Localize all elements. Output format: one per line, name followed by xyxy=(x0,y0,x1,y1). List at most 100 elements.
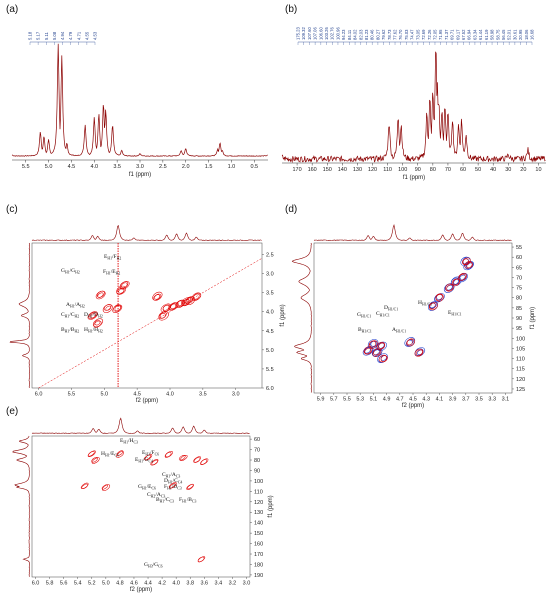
panel-c-y-tick-label: 4.5 xyxy=(266,329,274,335)
panel-e-y-tick-label: 110 xyxy=(254,489,263,495)
panel-c-contour xyxy=(112,304,123,313)
panel-e-annotation: EH2/FC6 xyxy=(142,450,159,457)
panel-d-red-contour xyxy=(435,293,444,302)
panel-b-peak-label: 81.23 xyxy=(364,29,369,40)
panel-c-annotation: HH1/HH2 xyxy=(84,327,103,334)
panel-c-x-title: f2 (ppm) xyxy=(136,398,158,404)
panel-c-contour xyxy=(159,313,166,319)
panel-e-x-tick-label: 5.6 xyxy=(60,581,68,587)
panel-c-y-tick-label: 5.0 xyxy=(266,348,274,354)
panel-a-x-tick-label: 2.5 xyxy=(159,164,167,170)
panel-a-x-tick-label: 5.5 xyxy=(22,164,30,170)
panel-e-contour xyxy=(91,457,100,464)
panel-c-annotation: GH1/GH2 xyxy=(61,268,80,275)
panel-e-y-tick-label: 170 xyxy=(254,552,263,558)
panel-label-a: (a) xyxy=(6,4,18,15)
panel-e-y-tick-label: 90 xyxy=(254,468,260,474)
panel-d-annotation: HH1/C1 xyxy=(418,300,432,307)
panel-c-contour xyxy=(121,282,128,289)
panel-d-red-contour xyxy=(462,258,469,265)
panel-d-annotation: BH1/C1 xyxy=(358,327,372,334)
panel-b-x-tick-label: 60 xyxy=(460,167,466,173)
panel-b-peak-label: 80.27 xyxy=(375,29,380,40)
panel-d-red-contour xyxy=(406,339,414,346)
panel-b-peak-label: 84.02 xyxy=(353,29,358,40)
panel-e-x-tick-label: 3.4 xyxy=(215,581,223,587)
panel-a-peak-label: 5.11 xyxy=(44,31,49,40)
panel-d-y-title: f1 (ppm) xyxy=(530,307,536,329)
panel-d-x-tick-label: 5.9 xyxy=(317,397,325,403)
panel-c-contour xyxy=(185,296,196,305)
panel-b-peak-label: 94.23 xyxy=(341,29,346,40)
panel-d-red-contour xyxy=(414,348,424,357)
panel-c-contour xyxy=(95,290,106,300)
panel-a-x-tick-label: 1.0 xyxy=(228,164,236,170)
panel-d-x-tick-label: 4.5 xyxy=(409,397,417,403)
panel-c-contour xyxy=(96,290,105,298)
panel-b-peak-label: 52.01 xyxy=(507,29,512,40)
panel-b-peak-label: 75.03 xyxy=(404,29,409,40)
panel-c-contour xyxy=(168,302,179,311)
panel-d-red-contour xyxy=(435,294,443,301)
panel-d-y-tick-label: 65 xyxy=(516,265,522,271)
panel-c-x-tick-label: 3.0 xyxy=(232,392,240,398)
panel-c-contour xyxy=(87,311,98,320)
panel-b-x-title: f1 (ppm) xyxy=(403,175,425,181)
panel-b-peak-label: 56.45 xyxy=(501,29,506,40)
panel-e-annotation: DH1/CC4 xyxy=(164,478,182,485)
panel-d-y-tick-label: 90 xyxy=(516,316,522,322)
panel-b-x-tick-label: 110 xyxy=(383,167,392,173)
panel-b-x-tick-label: 50 xyxy=(475,167,481,173)
panel-a-peak-label: 4.94 xyxy=(60,31,65,40)
panel-b-x-tick-label: 120 xyxy=(368,167,377,173)
panel-b-peak-label: 78.73 xyxy=(387,29,392,40)
panel-c-contour xyxy=(88,312,97,320)
panel-b-peak-label: 74.47 xyxy=(410,29,415,40)
panel-d-y-tick-label: 80 xyxy=(516,296,522,302)
panel-e-contour xyxy=(88,451,95,457)
panel-b-peak-label: 107.60 xyxy=(307,27,312,40)
panel-e-top-projection xyxy=(31,417,250,434)
panel-d-red-contour xyxy=(380,355,388,362)
panel-e-contour xyxy=(187,484,194,490)
panel-b-peak-label: 100.96 xyxy=(335,27,340,40)
panel-c-left-projection xyxy=(9,242,31,388)
panel-b-peak-label: 80.46 xyxy=(370,29,375,40)
panel-d-red-contour xyxy=(458,274,466,281)
panel-d-y-tick-label: 110 xyxy=(516,357,525,363)
panel-e-contour xyxy=(200,459,208,465)
panel-d-y-tick-label: 125 xyxy=(516,387,525,393)
panel-d-frame xyxy=(313,242,513,394)
panel-d-red-contour xyxy=(428,302,436,310)
panel-e-x-tick-label: 3.6 xyxy=(200,581,208,587)
panel-d-y-tick-label: 70 xyxy=(516,275,522,281)
panel-d-y-tick-label: 55 xyxy=(516,245,522,251)
panel-e-annotation: GH1/EC6 xyxy=(138,484,156,491)
panel-a-x-tick-label: 2.0 xyxy=(182,164,190,170)
panel-e-contour xyxy=(165,451,172,458)
panel-c-annotation: EH1/FH2 xyxy=(104,254,121,261)
panel-e-x-tick-label: 4.0 xyxy=(172,581,180,587)
panel-c-x-tick-label: 3.5 xyxy=(199,392,207,398)
panel-d-red-contour xyxy=(363,346,373,355)
panel-a-x-tick-label: 0.5 xyxy=(250,164,258,170)
panel-d-red-contour xyxy=(429,302,438,311)
panel-b-peak-label: 63.34 xyxy=(472,29,477,40)
panel-e-x-tick-label: 4.2 xyxy=(158,581,166,587)
panel-c-y-title: f1 (ppm) xyxy=(280,304,286,326)
panel-e-y-tick-label: 80 xyxy=(254,458,260,464)
panel-d-y-tick-label: 100 xyxy=(516,336,525,342)
panel-b-x-tick-label: 140 xyxy=(338,167,347,173)
panel-label-d: (d) xyxy=(285,204,297,215)
panel-e-contour xyxy=(101,484,109,490)
panel-e-contour xyxy=(193,456,202,463)
panel-d-x-tick-label: 5.3 xyxy=(356,397,364,403)
panel-c-y-tick-label: 3.0 xyxy=(266,272,274,278)
panel-d-y-tick-label: 85 xyxy=(516,306,522,312)
panel-e-x-tick-label: 3.2 xyxy=(229,581,237,587)
panel-a-x-tick-label: 3.5 xyxy=(113,164,121,170)
panel-c-contour xyxy=(105,305,112,311)
panel-d-annotation: GH1/C1 xyxy=(357,312,371,319)
panel-a-peak-label: 4.71 xyxy=(76,31,81,40)
